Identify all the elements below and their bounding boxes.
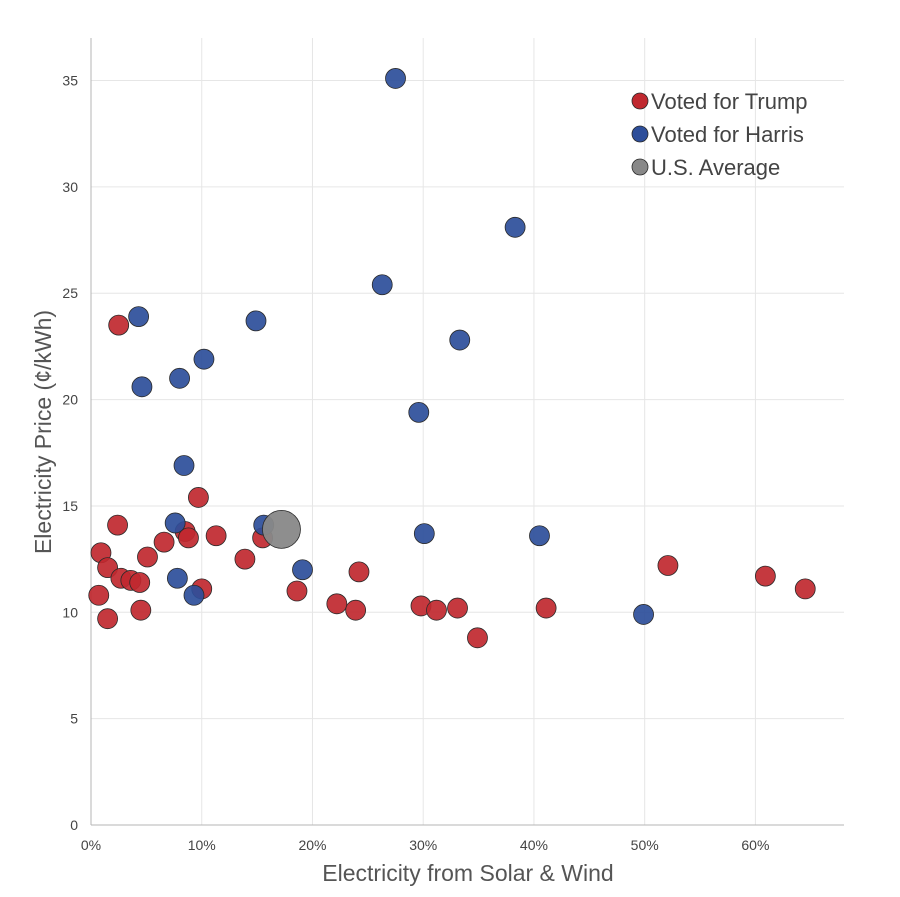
point-harris — [245, 310, 267, 332]
point-trump — [348, 561, 370, 583]
point-trump — [153, 531, 175, 553]
point-harris — [166, 567, 188, 589]
point-harris — [449, 329, 471, 351]
legend-marker-us-average — [631, 158, 649, 176]
x-tick-label: 10% — [188, 837, 216, 853]
point-trump — [178, 527, 199, 549]
legend-label-trump: Voted for Trump — [651, 89, 808, 114]
x-tick-label: 60% — [741, 837, 769, 853]
point-trump — [754, 565, 776, 587]
y-tick-label: 20 — [62, 392, 78, 408]
x-tick-label: 40% — [520, 837, 548, 853]
point-trump — [188, 487, 209, 508]
point-harris — [183, 584, 205, 606]
x-tick-label: 30% — [409, 837, 437, 853]
y-axis-title: Electricity Price (¢/kWh) — [30, 310, 56, 554]
legend: Voted for Trump Voted for Harris U.S. Aver… — [631, 89, 808, 180]
point-harris — [173, 455, 195, 476]
point-trump — [326, 593, 348, 615]
point-trump — [794, 578, 816, 600]
point-trump — [467, 627, 488, 649]
point-trump — [426, 599, 447, 621]
x-tick-label: 50% — [631, 837, 659, 853]
point-harris — [385, 68, 406, 89]
point-trump — [286, 580, 308, 602]
point-harris — [193, 348, 215, 370]
x-tick-label: 20% — [298, 837, 326, 853]
point-trump — [130, 599, 152, 621]
point-harris — [408, 401, 430, 423]
point-harris — [169, 367, 190, 389]
point-trump — [108, 314, 130, 336]
point-harris — [529, 525, 550, 547]
point-trump — [234, 548, 256, 570]
x-tick-label: 0% — [81, 837, 101, 853]
y-tick-label: 0 — [70, 817, 78, 833]
point-trump — [535, 597, 557, 619]
point-harris — [292, 559, 313, 581]
point-harris — [504, 216, 526, 238]
point-trump — [137, 546, 158, 568]
point-trump — [345, 599, 367, 621]
legend-marker-trump — [631, 92, 649, 110]
point-trump — [97, 608, 119, 630]
point-us-average — [262, 509, 301, 549]
legend-label-us-average: U.S. Average — [651, 155, 780, 180]
y-tick-label: 35 — [62, 73, 78, 89]
point-harris — [371, 274, 393, 296]
tick-labels: 0 5 10 15 20 25 30 35 0% 10% 20% 30% 40% 50% 60% — [62, 73, 769, 853]
point-harris — [128, 306, 150, 328]
axes — [90, 38, 844, 826]
legend-label-harris: Voted for Harris — [651, 122, 804, 147]
point-trump — [447, 597, 468, 619]
point-harris — [633, 604, 654, 625]
point-trump — [107, 514, 128, 536]
point-harris — [413, 523, 435, 544]
point-trump — [129, 572, 151, 593]
y-tick-label: 30 — [62, 179, 78, 195]
y-tick-label: 15 — [62, 498, 78, 514]
legend-marker-harris — [631, 125, 649, 143]
y-tick-label: 5 — [70, 711, 78, 727]
point-trump — [88, 584, 110, 606]
point-harris — [131, 376, 153, 398]
y-tick-label: 10 — [62, 604, 78, 620]
point-trump — [205, 525, 227, 547]
x-axis-title: Electricity from Solar & Wind — [322, 860, 613, 886]
y-tick-label: 25 — [62, 285, 78, 301]
point-harris — [164, 512, 186, 534]
point-trump — [657, 555, 679, 576]
data-points — [88, 68, 816, 649]
